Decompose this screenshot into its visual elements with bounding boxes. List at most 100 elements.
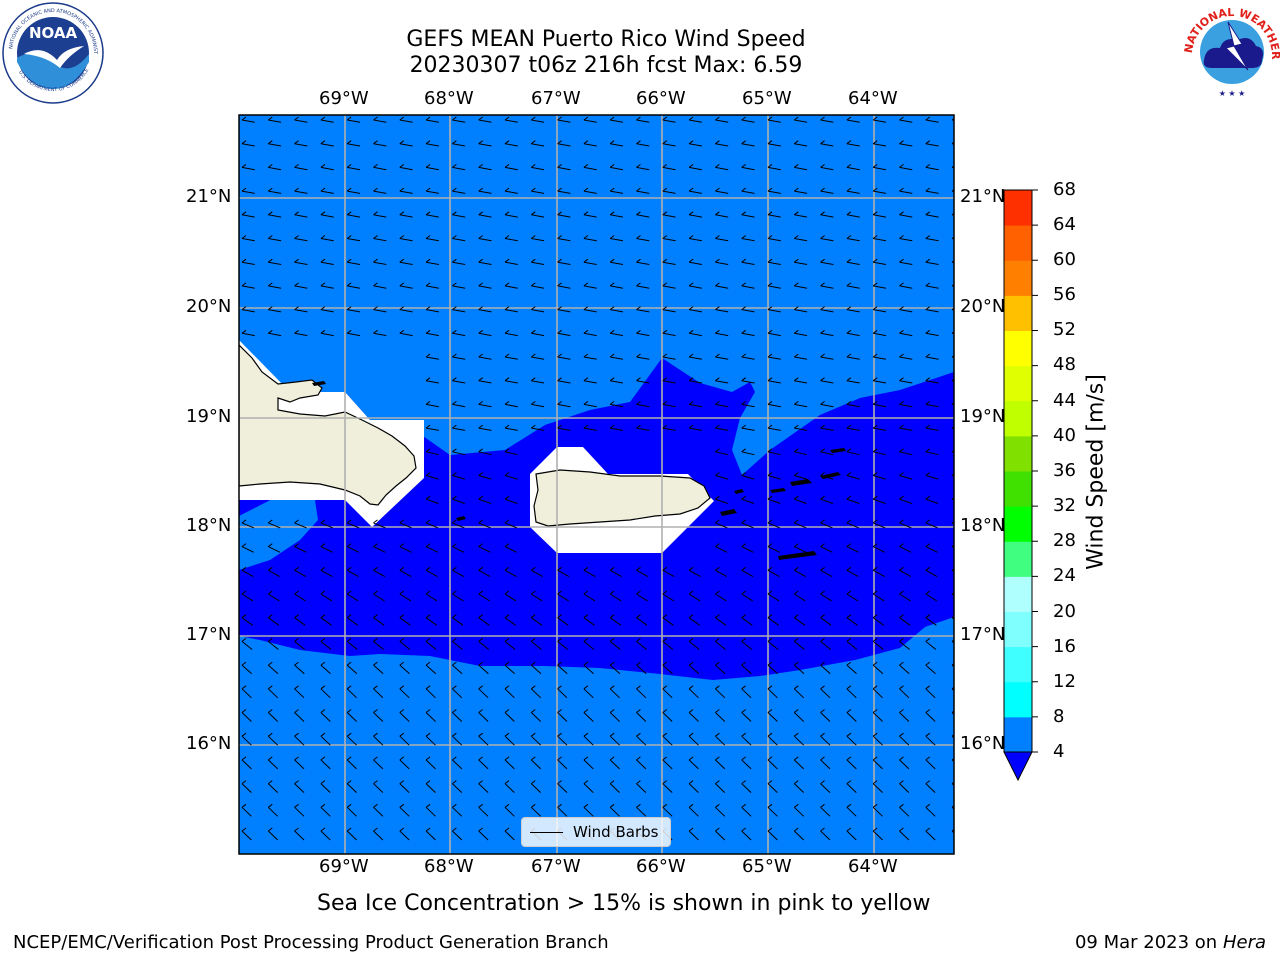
wind-barb-flag xyxy=(267,306,273,311)
wind-barb-flag xyxy=(452,400,457,405)
wind-barb xyxy=(294,238,308,242)
wind-barb-flag xyxy=(899,282,904,287)
wind-barb-flag xyxy=(425,329,431,334)
wind-barb xyxy=(715,593,727,602)
wind-barb xyxy=(662,214,676,218)
wind-barb xyxy=(715,356,729,360)
wind-barb xyxy=(478,332,492,337)
wind-barb xyxy=(662,735,673,746)
wind-barb-flag xyxy=(899,661,904,666)
wind-barb xyxy=(426,309,439,313)
wind-barb xyxy=(320,261,334,265)
national-weather-service-logo: NATIONAL WEATHER SERVICE ★ ★ ★ xyxy=(1176,0,1280,99)
lat-label-left: 18°N xyxy=(186,515,232,536)
wind-barb-flag xyxy=(241,566,247,571)
wind-barb-flag xyxy=(820,732,825,737)
wind-barb-flag xyxy=(820,400,825,405)
wind-barb-flag xyxy=(425,685,431,690)
wind-barb xyxy=(399,119,413,123)
wind-barb-flag xyxy=(899,614,904,619)
wind-barb-flag xyxy=(530,163,536,168)
wind-barb-flag xyxy=(820,329,825,334)
wind-barb-flag xyxy=(241,543,247,547)
wind-barb xyxy=(636,617,648,626)
wind-barb-flag xyxy=(241,590,247,595)
wind-barb-flag xyxy=(925,211,931,216)
wind-barb xyxy=(557,356,571,360)
wind-barb-flag xyxy=(452,519,457,524)
wind-barb-flag xyxy=(793,329,799,334)
wind-barb xyxy=(899,261,913,265)
wind-barb xyxy=(741,759,752,770)
wind-barb xyxy=(583,261,597,265)
lat-label-left: 17°N xyxy=(186,624,232,645)
wind-barb-flag xyxy=(373,590,378,595)
wind-barb-flag xyxy=(267,638,273,642)
wind-barb xyxy=(715,712,726,722)
wind-barb xyxy=(504,309,518,313)
wind-barb-flag xyxy=(846,638,852,642)
wind-barb xyxy=(504,806,515,817)
wind-barb xyxy=(399,783,410,793)
wind-barb-flag xyxy=(846,756,852,761)
wind-barb-flag xyxy=(741,306,747,311)
wind-barb-flag xyxy=(925,329,931,334)
wind-barb-flag xyxy=(294,661,299,666)
wind-barb xyxy=(636,403,650,408)
wind-barb-flag xyxy=(373,543,378,547)
wind-barb xyxy=(557,143,571,147)
wind-barb xyxy=(426,285,439,289)
wind-barb-flag xyxy=(741,732,747,737)
wind-barb xyxy=(610,261,624,265)
wind-barb xyxy=(715,783,726,793)
wind-barb xyxy=(609,641,621,650)
wind-barb-flag xyxy=(688,235,694,239)
wind-barb-flag xyxy=(793,163,799,168)
wind-barb-flag xyxy=(294,163,299,168)
wind-barb-flag xyxy=(504,566,510,571)
wind-barb-flag xyxy=(951,212,954,216)
wind-barb xyxy=(531,403,545,408)
wind-barb xyxy=(899,380,913,384)
wind-barb xyxy=(873,143,887,147)
wind-barb-flag xyxy=(688,258,694,263)
wind-barb-flag xyxy=(373,258,378,263)
wind-barb xyxy=(636,238,650,242)
wind-barb xyxy=(793,712,805,722)
wind-barb xyxy=(820,427,834,431)
wind-barb xyxy=(504,238,518,242)
wind-barb xyxy=(399,190,413,194)
wind-barb xyxy=(504,617,516,626)
wind-barb xyxy=(320,593,333,602)
wind-barb-flag xyxy=(609,187,615,192)
wind-barb-flag xyxy=(478,590,484,595)
wind-barb-flag xyxy=(267,163,273,168)
wind-barb xyxy=(320,546,333,553)
wind-barb-flag xyxy=(373,709,378,713)
wind-barb xyxy=(609,569,622,578)
wind-barb xyxy=(452,166,466,171)
wind-barb xyxy=(241,546,254,553)
wind-barb-flag xyxy=(609,614,615,619)
wind-barb xyxy=(636,688,647,699)
wind-barb-flag xyxy=(688,590,694,595)
wind-barb xyxy=(452,427,466,431)
wind-barb-flag xyxy=(504,211,510,216)
wind-barb xyxy=(636,712,647,722)
wind-barb xyxy=(399,332,413,337)
wind-barb-flag xyxy=(951,426,954,429)
wind-barb-flag xyxy=(925,377,931,382)
wind-barb xyxy=(794,356,808,360)
wind-barb xyxy=(794,190,808,194)
wind-barb xyxy=(925,166,939,171)
wind-barb-flag xyxy=(820,140,825,145)
colorbar-tick: 40 xyxy=(1053,425,1076,446)
wind-barb xyxy=(636,119,650,123)
wind-barb xyxy=(689,261,702,265)
wind-barb xyxy=(636,783,647,793)
wind-barb-flag xyxy=(846,400,852,405)
wind-barb-flag xyxy=(899,163,904,168)
wind-barb xyxy=(320,664,331,675)
wind-barb-flag xyxy=(688,377,694,382)
wind-barb-flag xyxy=(951,568,954,571)
